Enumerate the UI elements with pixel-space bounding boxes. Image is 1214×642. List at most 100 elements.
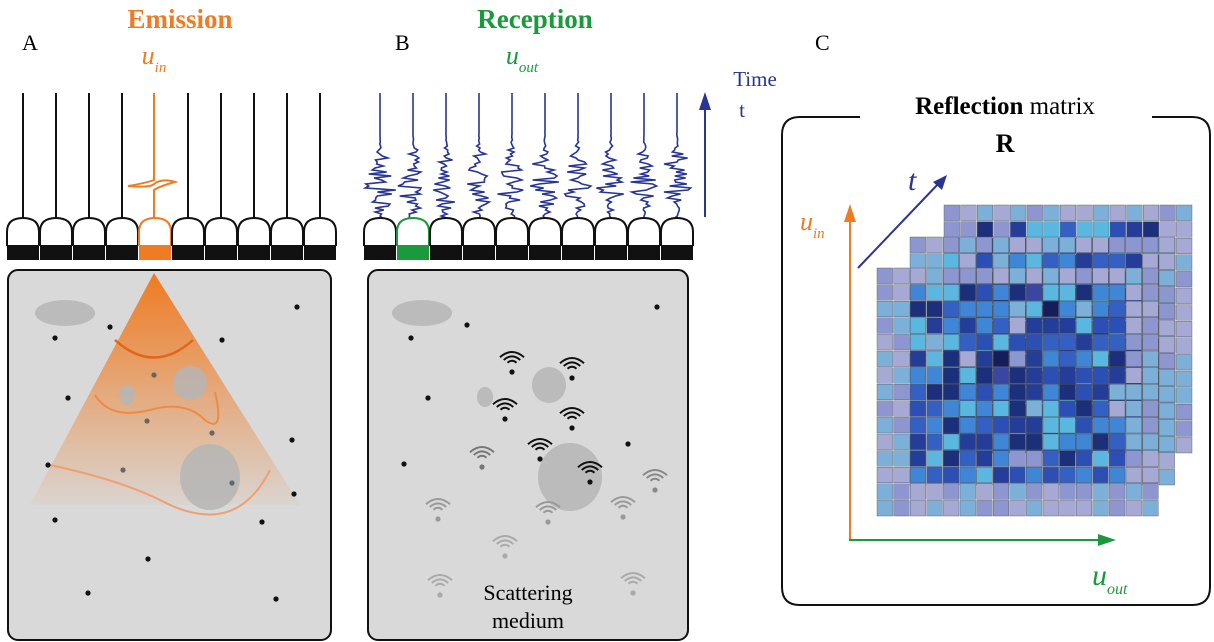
axis-label: uin [800, 207, 825, 242]
matrix-cell [1143, 268, 1159, 284]
matrix-cell [976, 237, 992, 253]
transducer [661, 218, 693, 246]
matrix-cell [1076, 500, 1092, 516]
matrix-cell [1026, 467, 1042, 483]
subscript: out [1107, 581, 1128, 598]
matrix-cell [1060, 384, 1076, 400]
received-signal [498, 93, 524, 218]
matrix-cell [1110, 205, 1126, 221]
matrix-cell [960, 484, 976, 500]
matrix-cell [977, 301, 993, 317]
matrix-cell [1043, 451, 1059, 467]
matrix-cell [894, 384, 910, 400]
matrix-cell [1109, 268, 1125, 284]
scatterer-blob [35, 300, 95, 326]
scatterer-dot [120, 467, 125, 472]
matrix-cell [961, 222, 977, 238]
time-title: Time [733, 67, 777, 91]
matrix-cell [960, 401, 976, 417]
matrix-cell [1109, 237, 1125, 253]
scatterer-dot [144, 418, 149, 423]
matrix-cell [993, 318, 1009, 334]
matrix-cell [1076, 301, 1092, 317]
matrix-cell [1143, 222, 1159, 238]
matrix-cell [1010, 484, 1026, 500]
transducer-base [430, 245, 462, 260]
transducer [496, 218, 528, 246]
matrix-cell [1060, 318, 1076, 334]
matrix-cell [1159, 287, 1175, 303]
matrix-cell [1142, 237, 1158, 253]
matrix-cell [1060, 285, 1076, 301]
matrix-cell [977, 401, 993, 417]
transducer [205, 218, 237, 246]
matrix-symbol: R [996, 129, 1015, 158]
received-signal [467, 93, 489, 218]
matrix-cell [1110, 222, 1126, 238]
matrix-cell [1093, 384, 1109, 400]
matrix-cell [1060, 451, 1076, 467]
matrix-cell [943, 351, 959, 367]
transducer-base [463, 245, 495, 260]
matrix-cell [960, 467, 976, 483]
wifi-dot [537, 456, 542, 461]
matrix-cell [910, 417, 926, 433]
matrix-cell [1126, 384, 1142, 400]
matrix-cell [1043, 318, 1059, 334]
matrix-cell [1109, 301, 1125, 317]
matrix-cell [1176, 288, 1192, 304]
matrix-cell [1143, 205, 1159, 221]
matrix-cell [1176, 338, 1192, 354]
matrix-cell [960, 417, 976, 433]
transducer-base [661, 245, 693, 260]
scatterer-dot [408, 335, 413, 340]
matrix-cell [894, 467, 910, 483]
matrix-cell [1060, 484, 1076, 500]
scatterer-dot [291, 491, 296, 496]
matrix-cell [910, 318, 926, 334]
matrix-cell [1043, 334, 1059, 350]
matrix-cell [894, 500, 910, 516]
matrix-cell [1159, 337, 1175, 353]
transducer [139, 218, 171, 246]
matrix-cell [1077, 222, 1093, 238]
matrix-cell [1176, 421, 1192, 437]
matrix-cell [927, 368, 943, 384]
received-signal [365, 93, 396, 218]
matrix-cell [1143, 384, 1159, 400]
matrix-cell [1176, 388, 1192, 404]
transducer [628, 218, 660, 246]
matrix-cell [894, 451, 910, 467]
matrix-cell [877, 368, 893, 384]
matrix-cell [1126, 334, 1142, 350]
wifi-dot [437, 592, 442, 597]
transducer-base [304, 245, 336, 260]
matrix-cell [927, 384, 943, 400]
matrix-cell [1126, 484, 1142, 500]
wifi-dot [630, 590, 635, 595]
transducer [106, 218, 138, 246]
matrix-cell [977, 417, 993, 433]
matrix-cell [1143, 467, 1159, 483]
matrix-cell [1126, 368, 1142, 384]
scatterer-dot [85, 590, 90, 595]
matrix-cell [1109, 500, 1125, 516]
matrix-cell [943, 237, 959, 253]
matrix-cell [1076, 368, 1092, 384]
scatterer-dot [151, 372, 156, 377]
matrix-cell [910, 500, 926, 516]
matrix-cell [1109, 417, 1125, 433]
matrix-cell [927, 285, 943, 301]
matrix-title: Reflection matrix [915, 93, 1095, 120]
subscript: in [813, 226, 825, 242]
matrix-cell [927, 451, 943, 467]
matrix-cell [943, 334, 959, 350]
matrix-cell [1010, 451, 1026, 467]
matrix-cell [1126, 301, 1142, 317]
matrix-cell [993, 301, 1009, 317]
matrix-cell [1060, 334, 1076, 350]
symbol: u [142, 41, 155, 70]
matrix-cell [1176, 321, 1192, 337]
matrix-cell [927, 434, 943, 450]
matrix-cell [993, 237, 1009, 253]
